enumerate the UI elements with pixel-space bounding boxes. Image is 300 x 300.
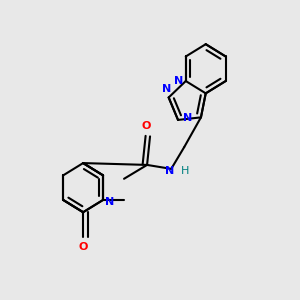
Text: N: N <box>105 197 114 207</box>
Text: N: N <box>162 84 171 94</box>
Text: O: O <box>78 242 88 252</box>
Text: H: H <box>181 166 190 176</box>
Text: N: N <box>175 76 184 86</box>
Text: N: N <box>183 113 192 123</box>
Text: N: N <box>165 166 174 176</box>
Text: O: O <box>142 122 151 131</box>
